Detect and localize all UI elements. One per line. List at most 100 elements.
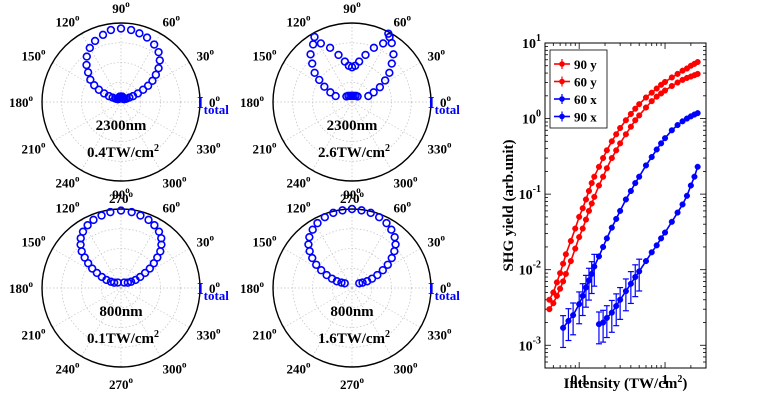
series-line <box>598 166 699 325</box>
data-point <box>613 215 620 222</box>
polar-data-point <box>123 278 133 287</box>
polar-spoke <box>283 287 353 328</box>
data-point <box>591 193 598 200</box>
angle-label: 180o <box>240 93 265 110</box>
angle-label: 60o <box>394 198 412 215</box>
polar-data-point <box>126 25 136 35</box>
polar-spoke <box>351 287 392 357</box>
data-point <box>553 279 560 286</box>
data-point <box>627 123 634 130</box>
data-point <box>648 249 655 256</box>
legend-marker <box>559 113 565 120</box>
angle-label: 330o <box>197 326 222 343</box>
polar-data-point <box>89 215 98 225</box>
polar-data-point <box>154 63 163 73</box>
polar-data-point <box>83 68 93 77</box>
wavelength-label: 800nm <box>330 304 374 320</box>
data-point <box>683 192 691 199</box>
polar-outer-circle <box>272 22 432 182</box>
data-point <box>600 173 607 180</box>
series-60-x <box>560 110 701 349</box>
angle-label: 30o <box>428 47 446 64</box>
polar-data-point <box>317 266 326 275</box>
data-point <box>653 93 660 100</box>
angle-label: 240o <box>56 360 81 377</box>
angle-label: 150o <box>21 233 46 250</box>
polar-data-point <box>97 272 107 282</box>
polar-spoke <box>81 219 122 289</box>
polar-grid-ring <box>331 267 373 309</box>
data-point <box>595 253 603 260</box>
angle-label: 0o <box>209 279 221 296</box>
x-tick-label: 0.1 <box>570 373 588 388</box>
polar-data-point <box>154 227 164 236</box>
polar-data-point <box>87 264 97 273</box>
angle-label: 330o <box>197 140 222 157</box>
polar-grid-ring <box>100 267 142 309</box>
angle-label: 30o <box>197 233 215 250</box>
polar-data-point <box>106 277 116 286</box>
polar-data-point <box>362 277 372 286</box>
angle-label: 0o <box>440 93 452 110</box>
polar-data-point <box>366 208 375 218</box>
polar-data-point <box>369 43 379 52</box>
data-point <box>557 285 564 292</box>
data-point <box>557 270 564 277</box>
data-point <box>627 187 634 195</box>
polar-spoke <box>81 101 122 171</box>
data-point <box>585 207 593 214</box>
data-point <box>694 58 701 66</box>
series-90-x <box>595 163 701 345</box>
polar-data-point <box>308 225 317 234</box>
angle-label: 90o <box>343 185 361 202</box>
polar-data-point <box>155 56 164 65</box>
polar-spoke <box>120 287 161 357</box>
data-point <box>627 280 634 287</box>
data-point <box>636 173 643 180</box>
polar-data-point <box>305 247 314 256</box>
data-point <box>668 82 675 90</box>
polar-data-point <box>136 211 145 220</box>
polar-outer-circle <box>272 208 432 368</box>
polar-spoke <box>351 101 392 171</box>
data-point <box>570 312 577 319</box>
y-tick-label: 10-3 <box>519 335 541 354</box>
angle-label: 90o <box>112 185 130 202</box>
polar-data-point <box>305 232 314 242</box>
data-point <box>579 292 586 299</box>
data-point <box>546 306 553 313</box>
polar-grid-ring <box>100 81 142 123</box>
angle-label: 60o <box>394 12 412 29</box>
angle-label: 120o <box>56 198 81 215</box>
angle-label: 210o <box>21 140 46 157</box>
data-point <box>567 258 574 265</box>
intensity-label: 0.1TW/cm2 <box>87 329 159 347</box>
data-point <box>642 162 650 169</box>
polar-data-point <box>340 279 349 288</box>
data-point <box>560 278 567 285</box>
polar-data-point <box>385 32 394 42</box>
y-tick-label: 10-2 <box>519 260 541 279</box>
polar-data-point <box>308 59 317 68</box>
y-tick-label: 100 <box>522 109 541 128</box>
data-point <box>617 296 624 303</box>
polar-spoke <box>120 101 190 142</box>
angle-label: 300o <box>394 174 419 191</box>
data-point <box>603 314 610 321</box>
legend-label: Itotal <box>197 279 229 303</box>
polar-data-point <box>149 259 159 268</box>
angle-label: 60o <box>163 198 181 215</box>
angle-label: 150o <box>252 233 277 250</box>
polar-data-point <box>387 253 396 263</box>
data-point <box>600 155 607 162</box>
data-point <box>648 153 655 161</box>
legend-entry: 90 y <box>574 57 597 72</box>
angle-label: 270o <box>109 375 134 392</box>
polar-data-point <box>83 259 93 268</box>
data-point <box>608 309 615 316</box>
legend-marker <box>559 96 565 102</box>
y-axis-label: SHG yield (arb.unit) <box>501 139 517 271</box>
polar-data-point <box>85 43 94 53</box>
polar-data-point <box>116 206 126 215</box>
data-point <box>661 87 669 94</box>
